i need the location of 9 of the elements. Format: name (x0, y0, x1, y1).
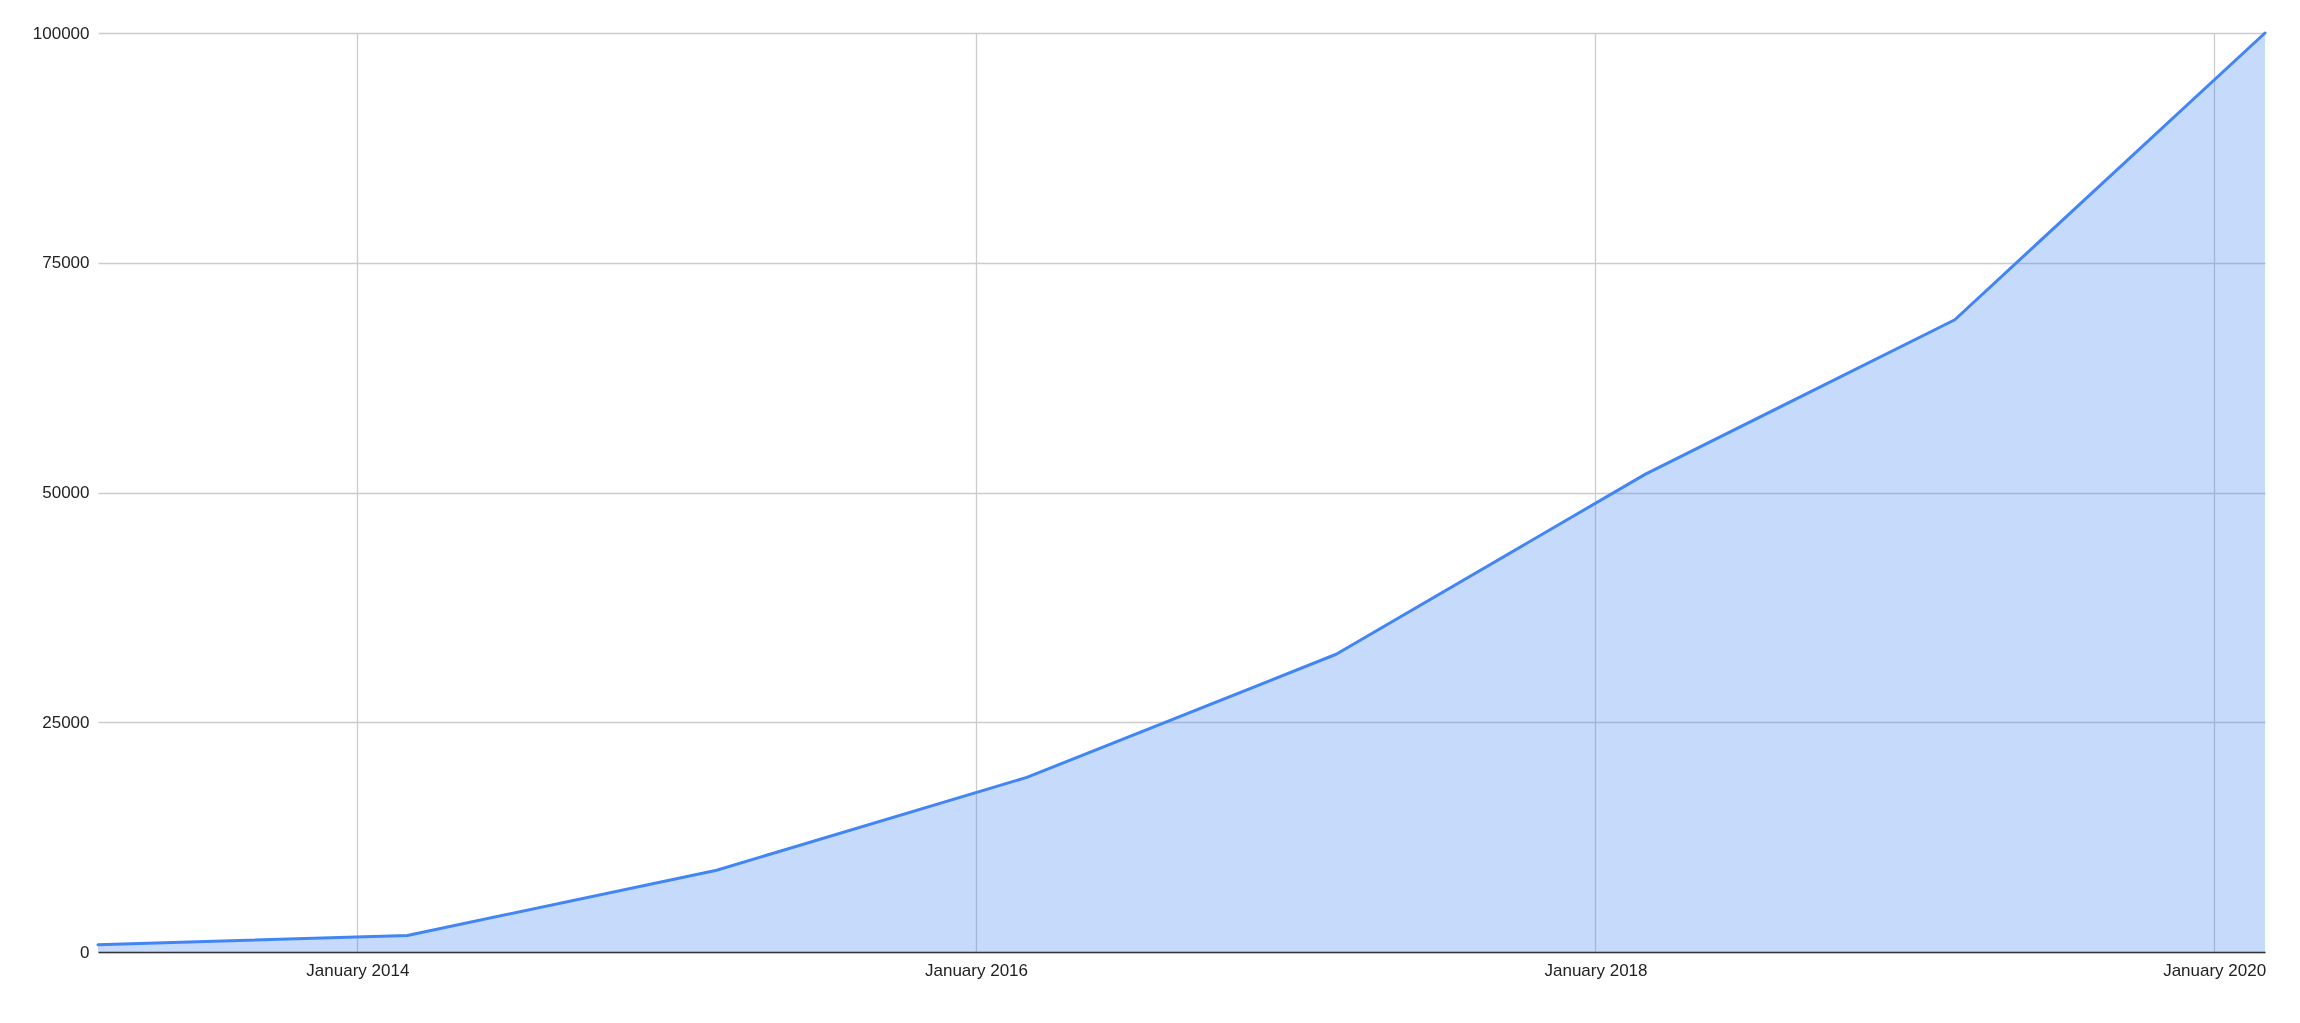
x-tick-label: January 2014 (306, 960, 410, 980)
y-tick-label: 50000 (42, 483, 90, 502)
x-tick-label: January 2018 (1544, 960, 1648, 980)
y-tick-label: 0 (80, 942, 90, 962)
y-tick-label: 75000 (42, 253, 90, 273)
y-tick-label: 25000 (42, 712, 90, 732)
x-tick-label: January 2020 (2163, 960, 2267, 980)
x-tick-label: January 2016 (924, 960, 1028, 980)
y-tick-label: 100000 (32, 23, 90, 43)
